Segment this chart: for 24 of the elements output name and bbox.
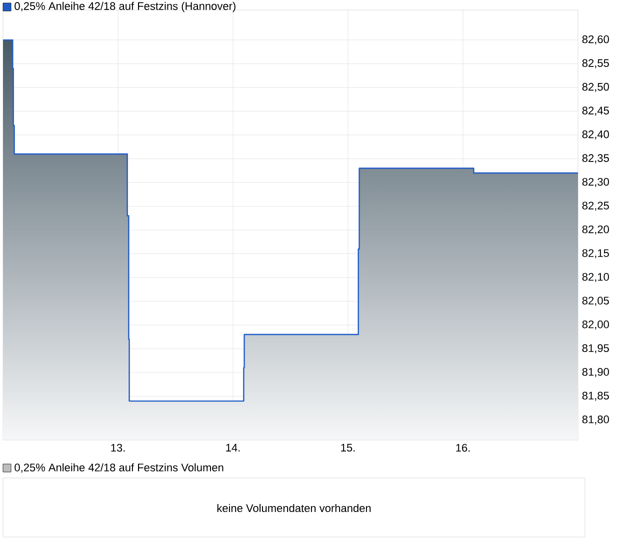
x-tick-label: 15. (341, 444, 355, 452)
y-tick-label: 82,25 (582, 202, 609, 211)
y-tick-label: 81,85 (582, 392, 609, 401)
x-tick-label: 14. (226, 444, 240, 452)
y-tick-label: 82,50 (582, 82, 609, 92)
x-tick-label: 16. (456, 444, 470, 452)
y-tick-label: 81,95 (582, 344, 609, 354)
y-tick-label: 82,35 (582, 154, 609, 164)
y-tick-label: 82,00 (582, 320, 609, 330)
y-tick-label: 81,80 (582, 416, 609, 425)
text: keine Volumendaten vorhanden (217, 504, 371, 512)
y-tick-label: 82,45 (582, 106, 609, 116)
y-tick-label: 82,60 (582, 35, 609, 44)
y-tick-label: 82,05 (582, 296, 609, 306)
x-tick-label: 13. (111, 444, 125, 452)
y-tick-label: 82,55 (582, 59, 609, 68)
y-tick-label: 82,30 (582, 178, 609, 188)
y-tick-label: 82,20 (582, 225, 609, 235)
y-tick-label: 82,40 (582, 130, 609, 140)
y-tick-label: 82,15 (582, 249, 609, 258)
y-tick-label: 81,90 (582, 368, 609, 378)
text: 0,25% Anleihe 42/18 auf Festzins Volumen (14, 463, 224, 473)
legend-label: 0,25% Anleihe 42/18 auf Festzins (Hannover) (14, 2, 236, 12)
y-tick-label: 82,10 (582, 272, 609, 282)
